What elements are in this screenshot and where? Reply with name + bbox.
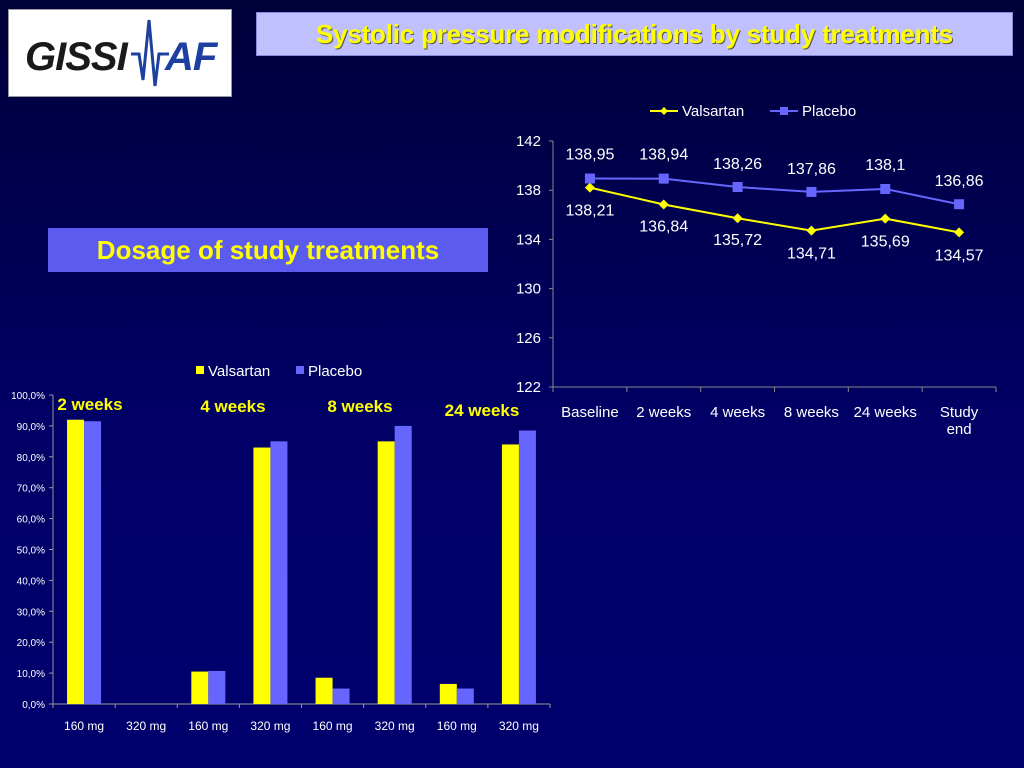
line-point-placebo: [658, 173, 669, 184]
line-legend-valsartan-label: Valsartan: [682, 103, 744, 120]
line-x-tick-label: 4 weeks: [710, 404, 765, 421]
bar-group-label: 4 weeks: [200, 397, 265, 416]
bar-y-tick-label: 100,0%: [11, 391, 45, 402]
bar-y-tick-label: 60,0%: [17, 515, 45, 526]
bar-valsartan: [67, 419, 85, 704]
line-x-tick-label: 2 weeks: [636, 404, 691, 421]
bar-x-tick-label: 320 mg: [250, 719, 290, 733]
bar-x-tick-label: 160 mg: [437, 719, 477, 733]
line-point-valsartan: [880, 213, 891, 224]
line-data-label-placebo: 136,86: [935, 173, 984, 190]
line-point-valsartan: [584, 182, 595, 193]
bar-legend-placebo-swatch: [296, 366, 304, 374]
line-data-label-placebo: 138,1: [865, 157, 905, 174]
slide-title: Systolic pressure modifications by study…: [315, 18, 954, 49]
bar-placebo: [518, 430, 536, 704]
line-series-placebo: [589, 177, 960, 206]
line-y-tick-label: 130: [516, 281, 541, 298]
line-x-tick-label: end: [947, 421, 972, 438]
bar-y-tick-label: 20,0%: [17, 638, 45, 649]
bar-valsartan: [439, 683, 457, 704]
bar-placebo: [456, 688, 474, 704]
bar-valsartan: [253, 447, 271, 704]
bar-x-tick-label: 320 mg: [499, 719, 539, 733]
bar-y-tick-label: 50,0%: [17, 546, 45, 557]
bar-legend-placebo-label: Placebo: [308, 363, 362, 380]
bar-valsartan: [315, 677, 333, 704]
line-legend-placebo-marker: [780, 107, 788, 115]
svg-text:AF: AF: [164, 35, 219, 79]
bar-placebo: [84, 421, 102, 704]
gissi-af-logo-graphic: GISSI AF: [25, 19, 220, 87]
line-point-valsartan: [806, 225, 817, 236]
line-point-valsartan: [732, 213, 743, 224]
line-data-label-placebo: 138,26: [713, 156, 762, 173]
systolic-line-chart: 122 126 130 134 138 142 Baseline 2 weeks 4 weeks…: [516, 103, 997, 438]
bar-x-tick-label: 320 mg: [375, 719, 415, 733]
dosage-bar-chart: 0,0% 10,0% 20,0% 30,0% 40,0% 50,0% 60,0% 70,0% 8…: [11, 363, 551, 733]
bar-valsartan: [377, 441, 395, 704]
line-point-placebo: [880, 183, 891, 194]
bar-y-tick-label: 10,0%: [17, 669, 45, 680]
line-data-label-valsartan: 135,69: [861, 234, 910, 251]
line-data-label-valsartan: 134,71: [787, 246, 836, 263]
line-y-tick-label: 126: [516, 330, 541, 347]
line-point-placebo: [806, 186, 817, 197]
line-point-placebo: [954, 199, 965, 210]
bar-legend-valsartan-swatch: [196, 366, 204, 374]
bar-group-label: 8 weeks: [327, 397, 392, 416]
bar-placebo: [394, 425, 412, 704]
line-x-tick-label: Baseline: [561, 404, 619, 421]
line-x-tick-label: 24 weeks: [854, 404, 917, 421]
line-data-label-valsartan: 136,84: [639, 218, 688, 235]
bar-placebo: [332, 688, 350, 704]
line-point-valsartan: [954, 227, 965, 238]
line-y-tick-label: 134: [516, 231, 541, 248]
bar-y-tick-label: 30,0%: [17, 607, 45, 618]
bar-y-tick-label: 80,0%: [17, 453, 45, 464]
bar-group-label: 2 weeks: [57, 395, 122, 414]
line-x-tick-label: Study: [940, 404, 979, 421]
bar-group-label: 24 weeks: [445, 401, 520, 420]
bar-y-tick-label: 40,0%: [17, 576, 45, 587]
line-data-label-valsartan: 135,72: [713, 232, 762, 249]
line-data-label-placebo: 138,94: [639, 147, 688, 164]
line-legend-valsartan-marker: [660, 107, 668, 115]
line-data-label-placebo: 137,86: [787, 161, 836, 178]
line-y-tick-label: 138: [516, 182, 541, 199]
line-point-placebo: [732, 182, 743, 193]
line-legend-placebo-label: Placebo: [802, 103, 856, 120]
bar-x-tick-label: 160 mg: [313, 719, 353, 733]
bar-x-tick-label: 160 mg: [188, 719, 228, 733]
gissi-af-logo: GISSI AF: [8, 9, 232, 97]
bar-legend-valsartan-label: Valsartan: [208, 363, 270, 380]
bar-x-tick-label: 160 mg: [64, 719, 104, 733]
section-label-box: Dosage of study treatments: [48, 228, 488, 272]
bar-y-tick-label: 0,0%: [22, 700, 45, 711]
bar-y-tick-label: 70,0%: [17, 484, 45, 495]
bar-x-tick-label: 320 mg: [126, 719, 166, 733]
line-data-label-valsartan: 138,21: [565, 203, 614, 220]
bar-placebo: [208, 670, 226, 704]
line-point-placebo: [584, 173, 595, 184]
line-y-tick-label: 142: [516, 133, 541, 150]
line-x-tick-label: 8 weeks: [784, 404, 839, 421]
bar-placebo: [270, 441, 288, 704]
slide-title-box: Systolic pressure modifications by study…: [256, 12, 1013, 56]
line-data-label-valsartan: 134,57: [935, 247, 984, 264]
line-point-valsartan: [658, 199, 669, 210]
bar-valsartan: [501, 444, 519, 704]
svg-text:GISSI: GISSI: [25, 35, 129, 79]
bar-valsartan: [191, 671, 209, 704]
line-series-valsartan: [589, 186, 960, 234]
line-data-label-placebo: 138,95: [565, 147, 614, 164]
line-y-tick-label: 122: [516, 379, 541, 396]
bar-y-tick-label: 90,0%: [17, 422, 45, 433]
section-label: Dosage of study treatments: [96, 234, 440, 265]
